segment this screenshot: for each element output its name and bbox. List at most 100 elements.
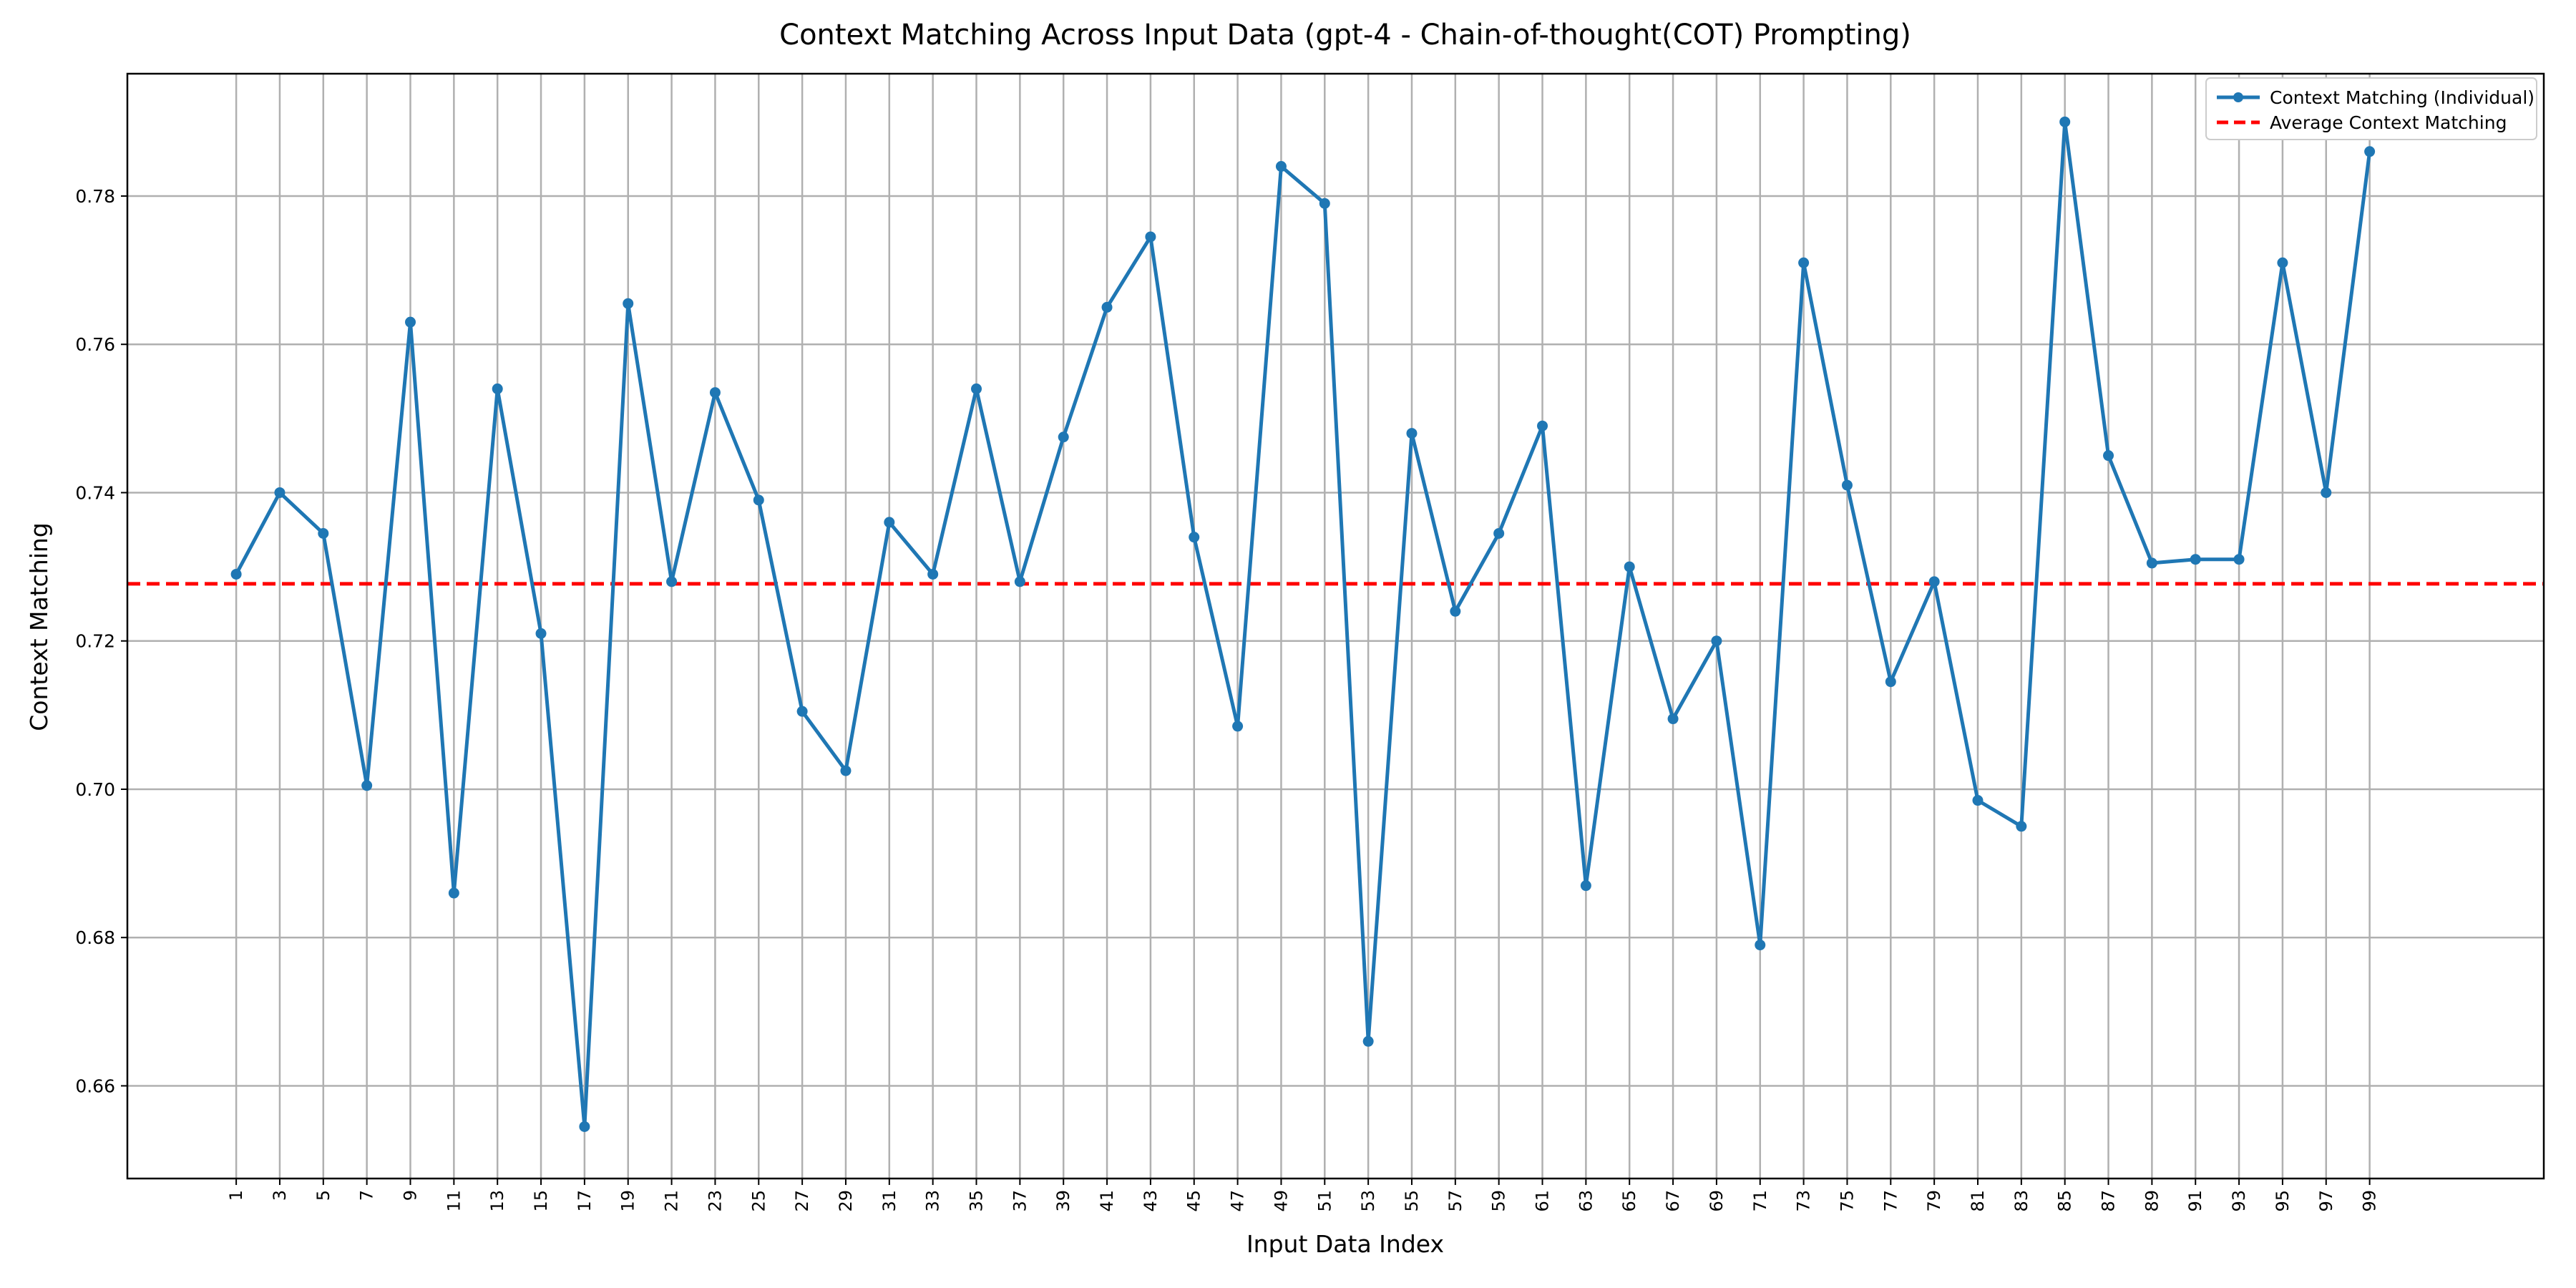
x-tick-label: 3 <box>270 1190 290 1201</box>
x-tick-label: 99 <box>2360 1190 2380 1212</box>
x-tick-label: 1 <box>226 1190 246 1201</box>
data-point <box>2016 821 2027 832</box>
legend-box <box>2205 77 2537 140</box>
data-point <box>1711 635 1722 647</box>
chart-title: Context Matching Across Input Data (gpt-… <box>779 19 1911 52</box>
x-tick-label: 93 <box>2229 1190 2249 1212</box>
x-tick-label: 41 <box>1097 1190 1117 1212</box>
x-tick-label: 89 <box>2142 1190 2162 1212</box>
x-tick-label: 17 <box>575 1190 595 1212</box>
data-point <box>884 517 895 528</box>
data-point <box>840 765 852 776</box>
data-point <box>2364 146 2376 157</box>
x-tick-label: 65 <box>1619 1190 1639 1212</box>
legend-label-individual: Context Matching (Individual) <box>2270 87 2534 108</box>
data-point <box>1841 479 1853 491</box>
x-tick-label: 61 <box>1533 1190 1553 1212</box>
x-tick-label: 59 <box>1489 1190 1509 1212</box>
data-point <box>927 568 939 580</box>
x-tick-label: 23 <box>705 1190 725 1212</box>
x-tick-label: 91 <box>2185 1190 2205 1212</box>
x-tick-label: 47 <box>1228 1190 1248 1212</box>
data-point <box>666 576 678 587</box>
data-point <box>1493 527 1505 539</box>
y-tick-label: 0.74 <box>75 482 115 503</box>
y-tick-label: 0.72 <box>75 631 115 652</box>
x-tick-label: 87 <box>2099 1190 2119 1212</box>
data-point <box>1580 880 1591 892</box>
data-point <box>579 1121 590 1132</box>
data-point <box>1275 161 1287 172</box>
x-tick-label: 85 <box>2055 1190 2075 1212</box>
x-tick-label: 63 <box>1576 1190 1596 1212</box>
legend-marker-individual-icon <box>2233 92 2243 102</box>
series-layer <box>230 116 2376 1132</box>
x-tick-label: 13 <box>487 1190 507 1212</box>
data-point <box>1189 532 1200 543</box>
data-point <box>1885 676 1896 688</box>
x-tick-label: 53 <box>1358 1190 1378 1212</box>
data-point <box>796 706 808 717</box>
x-tick-label: 43 <box>1141 1190 1161 1212</box>
data-point <box>535 628 547 639</box>
legend: Context Matching (Individual) Average Co… <box>2205 77 2537 140</box>
data-point <box>274 487 286 498</box>
legend-label-average: Average Context Matching <box>2270 112 2507 133</box>
data-point <box>623 298 634 309</box>
data-point <box>2103 450 2114 462</box>
data-point <box>753 494 764 506</box>
x-tick-label: 11 <box>444 1190 464 1212</box>
data-point <box>1537 420 1548 431</box>
series-line-individual <box>234 119 2372 1128</box>
x-tick-label: 37 <box>1010 1190 1030 1212</box>
x-tick-label: 51 <box>1314 1190 1335 1212</box>
x-tick-label: 83 <box>2011 1190 2031 1212</box>
data-point <box>1232 721 1244 732</box>
data-point <box>1014 576 1025 587</box>
x-tick-label: 95 <box>2273 1190 2293 1212</box>
data-point <box>2190 554 2201 565</box>
data-point <box>2233 554 2245 565</box>
x-tick-label: 45 <box>1184 1190 1204 1212</box>
data-point <box>1362 1035 1374 1047</box>
x-tick-label: 69 <box>1707 1190 1727 1212</box>
data-point <box>361 780 373 791</box>
data-point <box>1145 231 1156 243</box>
x-axis-label: Input Data Index <box>1246 1230 1444 1258</box>
x-tick-label: 27 <box>792 1190 812 1212</box>
x-tick-label: 97 <box>2316 1190 2336 1212</box>
x-tick-label: 81 <box>1968 1190 1988 1212</box>
data-point <box>2059 116 2071 127</box>
data-point <box>1058 431 1069 443</box>
data-point <box>1101 301 1113 313</box>
x-tick-label: 75 <box>1837 1190 1857 1212</box>
x-tick-label: 39 <box>1053 1190 1073 1212</box>
x-tick-label: 7 <box>357 1190 377 1201</box>
x-tick-label: 71 <box>1750 1190 1770 1212</box>
x-tick-label: 35 <box>967 1190 987 1212</box>
x-tick-label: 79 <box>1924 1190 1944 1212</box>
data-point <box>1450 605 1461 617</box>
data-point <box>1755 940 1766 951</box>
x-tick-label: 49 <box>1271 1190 1291 1212</box>
grid-lines <box>127 74 2544 1179</box>
data-point <box>709 387 721 399</box>
data-point <box>1972 795 1984 806</box>
y-tick-label: 0.78 <box>75 186 115 207</box>
data-point <box>1928 576 1940 587</box>
x-tick-label: 73 <box>1794 1190 1814 1212</box>
x-tick-label: 31 <box>879 1190 899 1212</box>
data-point <box>1798 257 1810 268</box>
data-point <box>448 887 459 899</box>
y-tick-label: 0.76 <box>75 334 115 355</box>
x-tick-label: 77 <box>1880 1190 1901 1212</box>
y-tick-label: 0.66 <box>75 1075 115 1096</box>
x-tick-label: 67 <box>1663 1190 1683 1212</box>
y-axis: 0.66 0.68 0.70 0.72 0.74 0.76 0.78 <box>75 186 127 1096</box>
data-point <box>230 568 242 580</box>
x-tick-label: 33 <box>923 1190 943 1212</box>
data-point <box>1667 713 1679 725</box>
data-point <box>1624 561 1635 572</box>
x-tick-label: 19 <box>618 1190 638 1212</box>
